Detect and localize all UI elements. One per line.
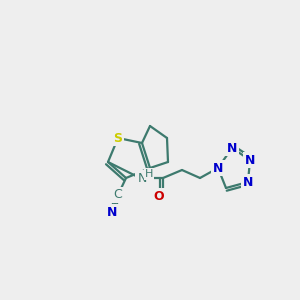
Text: N: N (245, 154, 255, 166)
Text: C: C (114, 188, 122, 202)
Text: N: N (213, 161, 223, 175)
Text: O: O (154, 190, 164, 202)
Text: H: H (145, 169, 153, 179)
Text: N: N (107, 206, 117, 218)
Text: S: S (113, 131, 122, 145)
Text: N: N (137, 172, 147, 184)
Text: N: N (243, 176, 253, 188)
Text: N: N (227, 142, 237, 154)
